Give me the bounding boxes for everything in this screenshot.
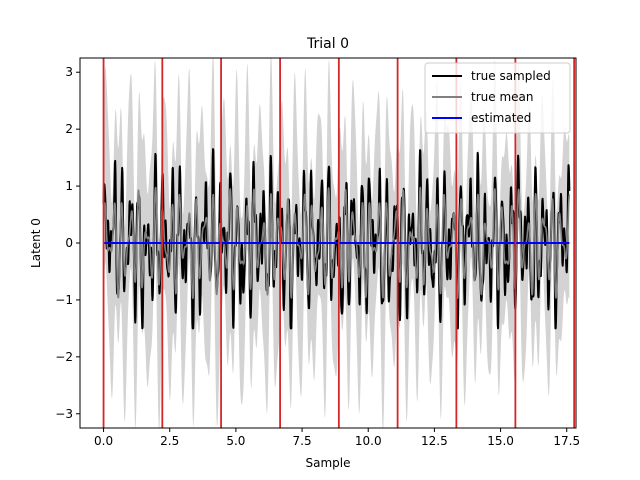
chart-title: Trial 0 [306,36,349,52]
y-tick-label: 3 [65,65,73,79]
y-tick-label: −3 [55,407,73,421]
x-tick-label: 10.0 [355,434,382,448]
x-tick-label: 7.5 [293,434,312,448]
y-tick-label: −1 [55,293,73,307]
legend-label: true sampled [471,69,551,83]
y-tick-label: 0 [65,236,73,250]
x-tick-label: 0.0 [94,434,113,448]
x-tick-label: 17.5 [553,434,580,448]
x-tick-label: 15.0 [487,434,514,448]
x-tick-label: 2.5 [160,434,179,448]
legend: true sampled true mean estimated [424,62,571,134]
x-tick-label: 5.0 [226,434,245,448]
legend-label: true mean [471,90,533,104]
x-axis-label: Sample [306,456,351,470]
y-axis-label: Latent 0 [29,218,43,268]
legend-label: estimated [471,111,531,125]
series-true-mean-line [102,186,571,300]
legend-box [424,62,571,134]
x-tick-label: 12.5 [421,434,448,448]
y-tick-label: −2 [55,350,73,364]
y-tick-label: 1 [65,179,73,193]
y-tick-label: 2 [65,122,73,136]
